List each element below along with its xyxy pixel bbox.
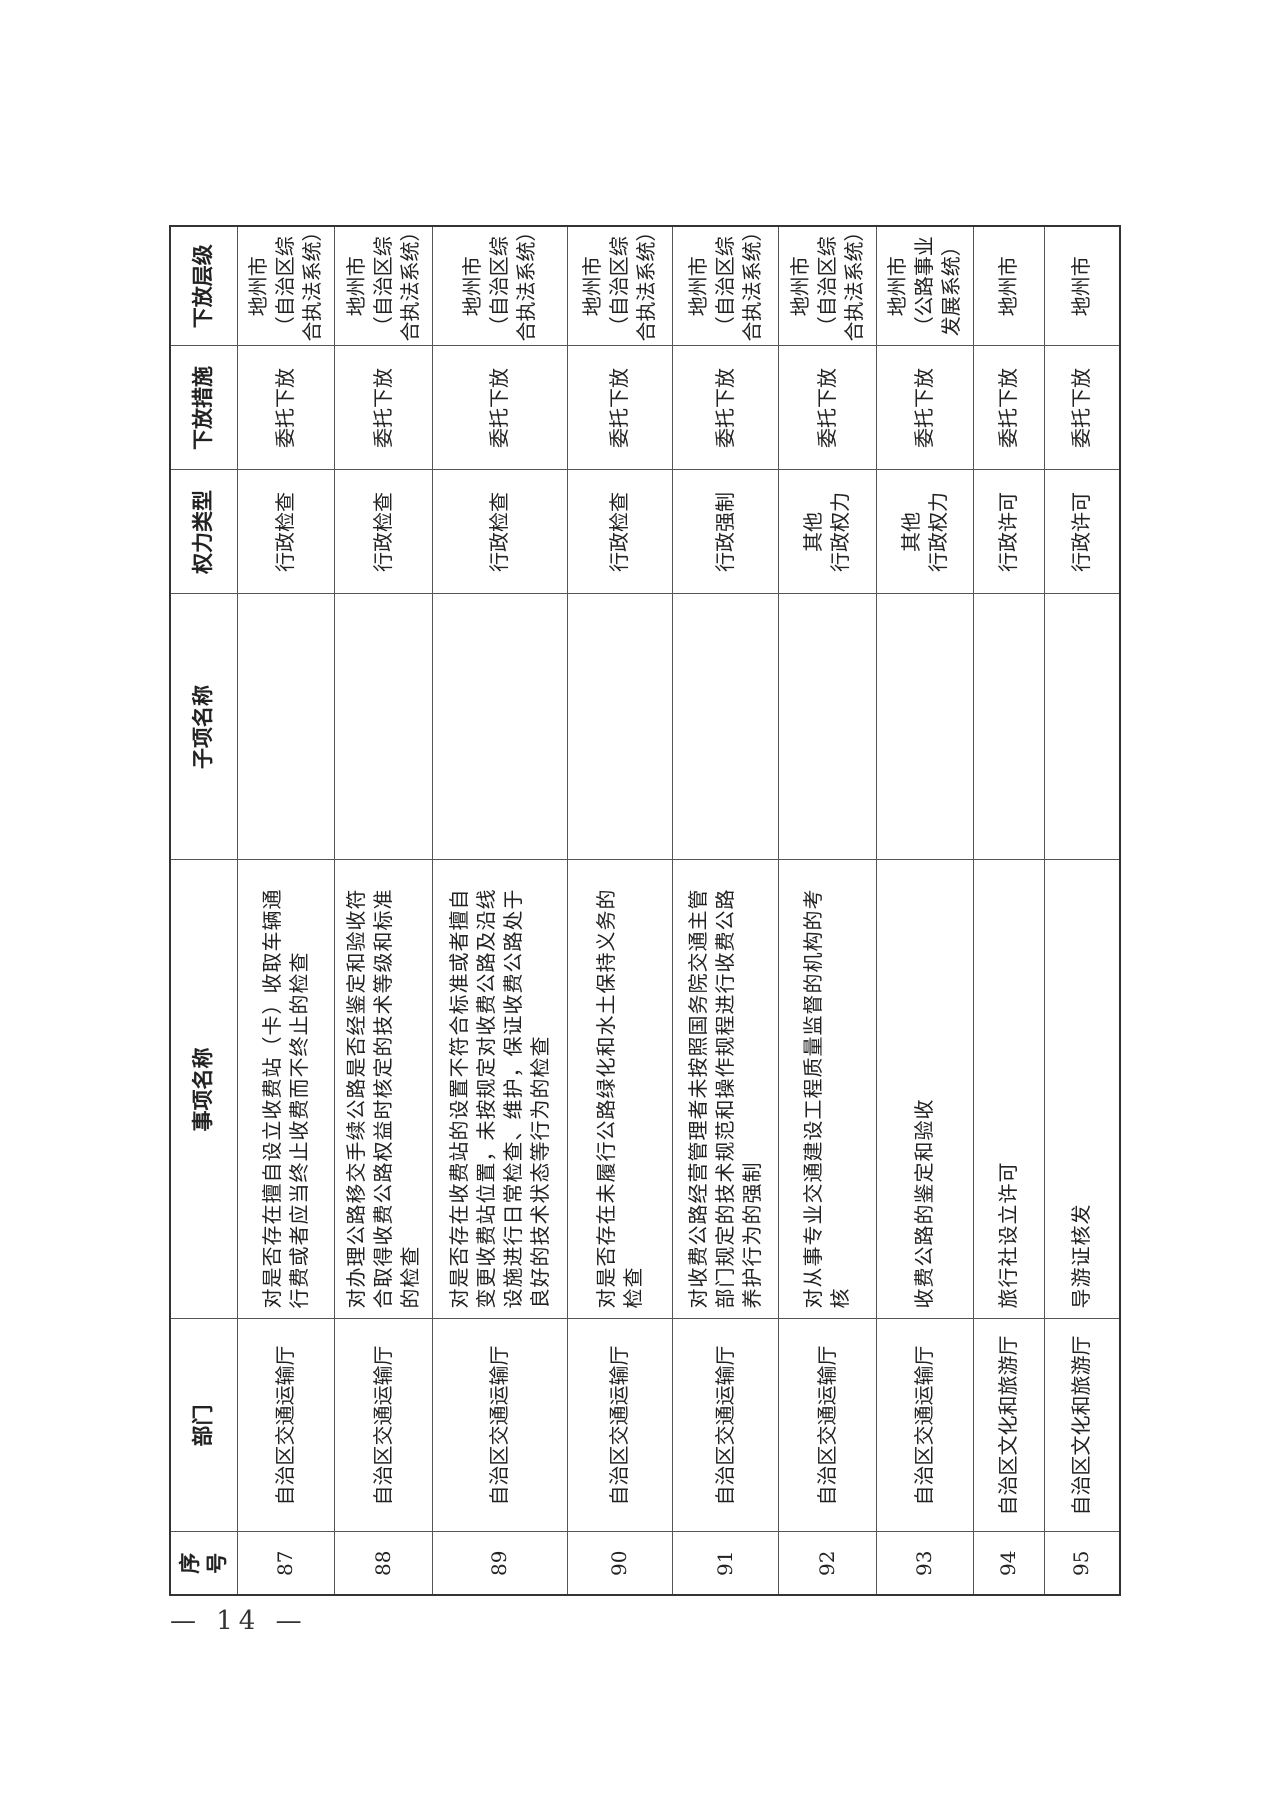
measure-cell: 委托下放 — [1044, 346, 1120, 470]
level-cell: 地州市 （自治区综合执法系统） — [237, 222, 334, 346]
item-name-cell: 收费公路的鉴定和验收 — [876, 860, 973, 1319]
level-cell: 地州市 （自治区综合执法系统） — [672, 222, 778, 346]
measure-cell: 委托下放 — [432, 346, 567, 470]
department-cell: 自治区文化和旅游厅 — [1044, 1319, 1120, 1532]
no-cell: 94 — [973, 1532, 1044, 1595]
measure-cell: 委托下放 — [567, 346, 672, 470]
no-cell: 90 — [567, 1532, 672, 1595]
level-cell: 地州市 — [1044, 226, 1120, 346]
measure-cell: 委托下放 — [778, 346, 876, 470]
table-row: 93 自治区交通运输厅 收费公路的鉴定和验收 其他 行政权力 委托下放 地州市 （公路事业… — [876, 226, 973, 1595]
item-name-cell: 对是否存在收费站的设置不符合标准或者擅自变更收费站位置，未按规定对收费公路及沿线… — [432, 860, 567, 1319]
no-cell: 95 — [1044, 1532, 1120, 1595]
department-cell: 自治区文化和旅游厅 — [973, 1319, 1044, 1532]
power-type-cell: 行政强制 — [672, 470, 778, 594]
department-cell: 自治区交通运输厅 — [237, 1319, 334, 1532]
sub-item-cell — [876, 594, 973, 860]
level-cell: 地州市 （公路事业发展系统） — [876, 226, 973, 346]
level-cell: 地州市 （自治区综合执法系统） — [567, 222, 672, 346]
sub-item-cell — [973, 594, 1044, 860]
power-type-cell: 行政检查 — [334, 470, 432, 594]
delegation-table: 序号 部门 事项名称 子项名称 权力类型 下放措施 下放层级 87 自治区交通运输… — [169, 222, 1121, 1596]
header-measure: 下放措施 — [170, 346, 237, 470]
header-item-name: 事项名称 — [170, 860, 237, 1319]
measure-cell: 委托下放 — [876, 346, 973, 470]
sub-item-cell — [567, 594, 672, 860]
item-name-cell: 旅行社设立许可 — [973, 860, 1044, 1319]
table-row: 89 自治区交通运输厅 对是否存在收费站的设置不符合标准或者擅自变更收费站位置，未按… — [432, 222, 567, 1595]
table-row: 91 自治区交通运输厅 对收费公路经营管理者未按照国务院交通主管部门规定的技术规范和… — [672, 222, 778, 1595]
sub-item-cell — [334, 594, 432, 860]
header-no: 序号 — [170, 1532, 237, 1595]
page-number: — 14 — — [170, 1606, 308, 1636]
department-cell: 自治区交通运输厅 — [876, 1319, 973, 1532]
item-name-cell: 对是否存在擅自设立收费站（卡）收取车辆通行费或者应当终止收费而不终止的检查 — [237, 860, 334, 1319]
power-type-cell: 其他 行政权力 — [778, 470, 876, 594]
rotated-table-wrapper: 序号 部门 事项名称 子项名称 权力类型 下放措施 下放层级 87 自治区交通运输… — [169, 222, 1121, 1596]
power-type-cell: 行政检查 — [567, 470, 672, 594]
measure-cell: 委托下放 — [672, 346, 778, 470]
measure-cell: 委托下放 — [237, 346, 334, 470]
department-cell: 自治区交通运输厅 — [672, 1319, 778, 1532]
item-name-cell: 对收费公路经营管理者未按照国务院交通主管部门规定的技术规范和操作规程进行收费公路… — [672, 860, 778, 1319]
sub-item-cell — [432, 594, 567, 860]
department-cell: 自治区交通运输厅 — [778, 1319, 876, 1532]
measure-cell: 委托下放 — [334, 346, 432, 470]
sub-item-cell — [672, 594, 778, 860]
item-name-cell: 导游证核发 — [1044, 860, 1120, 1319]
table-row: 90 自治区交通运输厅 对是否存在未履行公路绿化和水土保持义务的检查 行政检查 委托下放… — [567, 222, 672, 1595]
sub-item-cell — [778, 594, 876, 860]
table-header-row: 序号 部门 事项名称 子项名称 权力类型 下放措施 下放层级 — [170, 226, 237, 1595]
department-cell: 自治区交通运输厅 — [432, 1319, 567, 1532]
power-type-cell: 行政检查 — [237, 470, 334, 594]
header-department: 部门 — [170, 1319, 237, 1532]
item-name-cell: 对办理公路移交手续公路是否经鉴定和验收符合取得收费公路权益时核定的技术等级和标准… — [334, 860, 432, 1319]
sub-item-cell — [1044, 594, 1120, 860]
measure-cell: 委托下放 — [973, 346, 1044, 470]
department-cell: 自治区交通运输厅 — [567, 1319, 672, 1532]
header-power-type: 权力类型 — [170, 470, 237, 594]
power-type-cell: 行政许可 — [973, 470, 1044, 594]
level-cell: 地州市 （自治区综合执法系统） — [334, 222, 432, 346]
table-row: 95 自治区文化和旅游厅 导游证核发 行政许可 委托下放 地州市 — [1044, 226, 1120, 1595]
level-cell: 地州市 （自治区综合执法系统） — [432, 222, 567, 346]
level-cell: 地州市 （自治区综合执法系统） — [778, 222, 876, 346]
table-row: 88 自治区交通运输厅 对办理公路移交手续公路是否经鉴定和验收符合取得收费公路权益时… — [334, 222, 432, 1595]
power-type-cell: 其他 行政权力 — [876, 470, 973, 594]
header-level: 下放层级 — [170, 226, 237, 346]
sub-item-cell — [237, 594, 334, 860]
no-cell: 92 — [778, 1532, 876, 1595]
table-row: 92 自治区交通运输厅 对从事专业交通建设工程质量监督的机构的考核 其他 行政权力 委托… — [778, 222, 876, 1595]
table-row: 94 自治区文化和旅游厅 旅行社设立许可 行政许可 委托下放 地州市 — [973, 226, 1044, 1595]
no-cell: 91 — [672, 1532, 778, 1595]
header-sub-item-name: 子项名称 — [170, 594, 237, 860]
item-name-cell: 对从事专业交通建设工程质量监督的机构的考核 — [778, 860, 876, 1319]
item-name-cell: 对是否存在未履行公路绿化和水土保持义务的检查 — [567, 860, 672, 1319]
department-cell: 自治区交通运输厅 — [334, 1319, 432, 1532]
no-cell: 88 — [334, 1532, 432, 1595]
no-cell: 89 — [432, 1532, 567, 1595]
table-row: 87 自治区交通运输厅 对是否存在擅自设立收费站（卡）收取车辆通行费或者应当终止收费… — [237, 222, 334, 1595]
power-type-cell: 行政许可 — [1044, 470, 1120, 594]
power-type-cell: 行政检查 — [432, 470, 567, 594]
no-cell: 87 — [237, 1532, 334, 1595]
no-cell: 93 — [876, 1532, 973, 1595]
level-cell: 地州市 — [973, 226, 1044, 346]
